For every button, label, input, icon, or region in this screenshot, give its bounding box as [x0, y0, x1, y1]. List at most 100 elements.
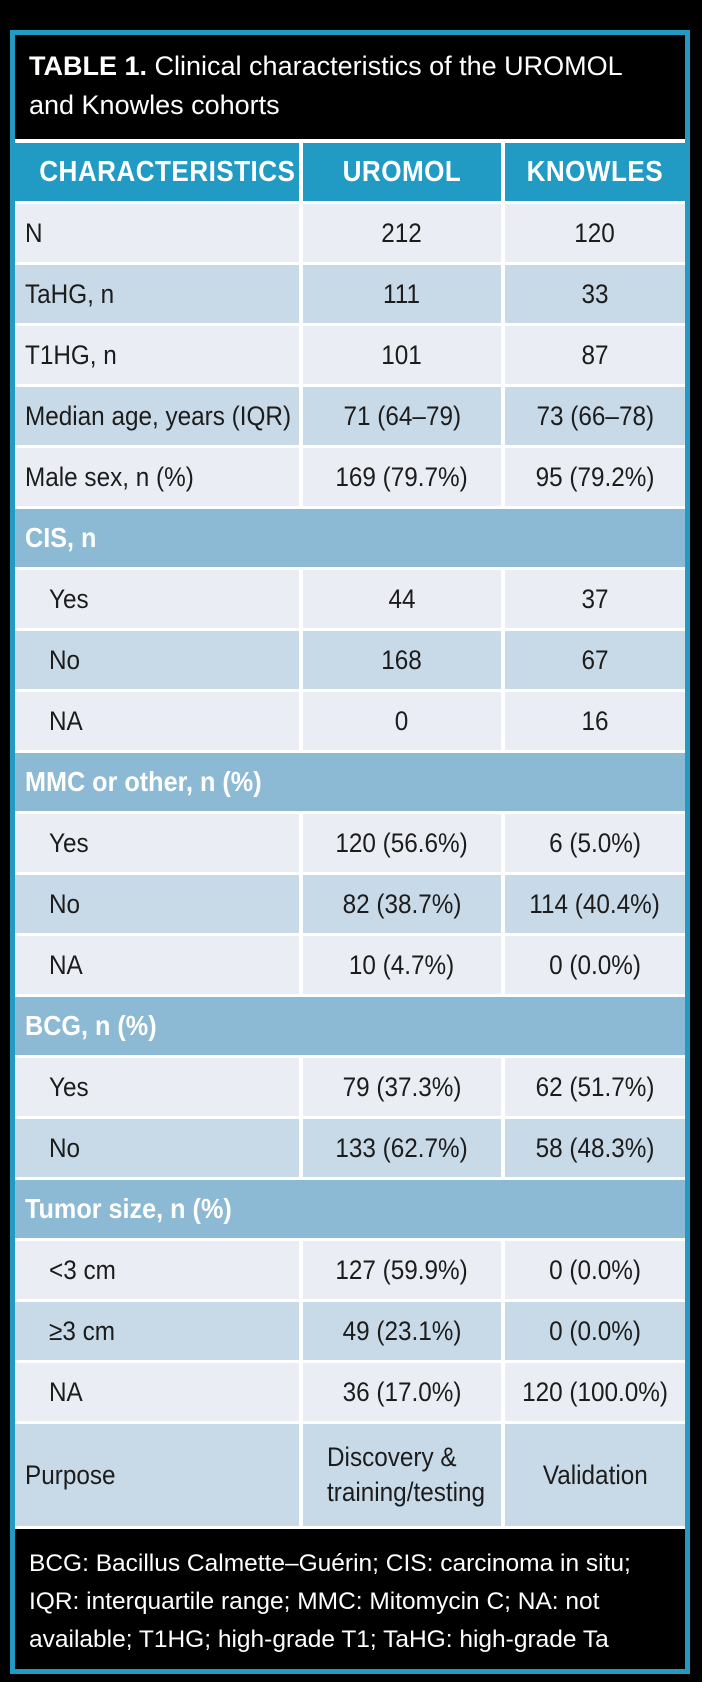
row-label: N: [25, 217, 43, 248]
row-label: <3 cm: [49, 1254, 116, 1285]
row-label: No: [49, 644, 81, 675]
table-frame: TABLE 1. Clinical characteristics of the…: [10, 30, 690, 1674]
table-caption: Clinical characteristics of the UROMOL a…: [29, 51, 622, 121]
section-label: BCG, n (%): [25, 1010, 157, 1042]
knowles-value-cell: 6 (5.0%): [505, 814, 685, 873]
row-label: ≥3 cm: [49, 1315, 115, 1346]
uromol-value-cell: 0: [303, 692, 501, 751]
row-label: Yes: [49, 583, 89, 614]
row-label-cell: Yes: [15, 1058, 299, 1117]
row-label: Yes: [49, 827, 89, 858]
uromol-value: 49 (23.1%): [342, 1315, 462, 1346]
knowles-value-cell: 120: [505, 204, 685, 263]
knowles-value-cell: 16: [505, 692, 685, 751]
table-body: N 212 120 TaHG, n 111 33 T1HG, n 101 87 Median ag…: [15, 201, 685, 1530]
uromol-value: 111: [383, 278, 421, 309]
uromol-value: 120 (56.6%): [335, 827, 469, 858]
row-label-cell: N: [15, 204, 299, 263]
uromol-value: 127 (59.9%): [335, 1254, 469, 1285]
row-label-cell: No: [15, 1119, 299, 1178]
row-label: T1HG, n: [25, 339, 117, 370]
knowles-value: 37: [581, 583, 609, 614]
uromol-value: 36 (17.0%): [342, 1376, 462, 1407]
row-label: NA: [49, 949, 83, 980]
table-row: NA 36 (17.0%) 120 (100.0%): [15, 1363, 685, 1422]
knowles-value-cell: 95 (79.2%): [505, 448, 685, 507]
header-characteristics: CHARACTERISTICS: [15, 143, 299, 202]
knowles-value: 114 (40.4%): [529, 888, 661, 919]
table-row: Yes 79 (37.3%) 62 (51.7%): [15, 1058, 685, 1117]
row-label-cell: Purpose: [15, 1424, 299, 1527]
knowles-value-cell: 73 (66–78): [505, 387, 685, 446]
section-label: CIS, n: [25, 522, 97, 554]
knowles-value-cell: 37: [505, 570, 685, 629]
uromol-value: 71 (64–79): [343, 400, 461, 431]
section-header-row: MMC or other, n (%): [15, 753, 685, 812]
row-label: No: [49, 1132, 81, 1163]
row-label: Yes: [49, 1071, 89, 1102]
knowles-value: 6 (5.0%): [549, 827, 641, 858]
table-footnote: BCG: Bacillus Calmette–Guérin; CIS: carc…: [15, 1529, 685, 1669]
table-row: NA 0 16: [15, 692, 685, 751]
knowles-value: 73 (66–78): [536, 400, 654, 431]
knowles-value-cell: 58 (48.3%): [505, 1119, 685, 1178]
uromol-value-cell: 44: [303, 570, 501, 629]
header-knowles: KNOWLES: [505, 143, 685, 202]
uromol-value: 212: [381, 217, 423, 248]
uromol-value-cell: 101: [303, 326, 501, 385]
row-label: TaHG, n: [25, 278, 115, 309]
uromol-value: 169 (79.7%): [335, 461, 469, 492]
uromol-value: 0: [395, 705, 409, 736]
section-header-row: BCG, n (%): [15, 997, 685, 1056]
row-label-cell: TaHG, n: [15, 265, 299, 324]
row-label-cell: Yes: [15, 570, 299, 629]
uromol-value: 79 (37.3%): [342, 1071, 462, 1102]
uromol-value: 168: [381, 644, 423, 675]
row-label-cell: NA: [15, 936, 299, 995]
uromol-value-cell: 168: [303, 631, 501, 690]
row-label-cell: No: [15, 875, 299, 934]
row-label-cell: <3 cm: [15, 1241, 299, 1300]
row-label-cell: ≥3 cm: [15, 1302, 299, 1361]
uromol-value-cell: 127 (59.9%): [303, 1241, 501, 1300]
table-row: TaHG, n 111 33: [15, 265, 685, 324]
uromol-value-cell: 120 (56.6%): [303, 814, 501, 873]
row-label-cell: Male sex, n (%): [15, 448, 299, 507]
table-row: Median age, years (IQR) 71 (64–79) 73 (66–…: [15, 387, 685, 446]
knowles-value: 33: [581, 278, 609, 309]
table-row: No 133 (62.7%) 58 (48.3%): [15, 1119, 685, 1178]
table-row: N 212 120: [15, 204, 685, 263]
table-header-row: CHARACTERISTICS UROMOL KNOWLES: [15, 139, 685, 202]
uromol-value-cell: 49 (23.1%): [303, 1302, 501, 1361]
uromol-value: 10 (4.7%): [349, 949, 455, 980]
table-row: Male sex, n (%) 169 (79.7%) 95 (79.2%): [15, 448, 685, 507]
uromol-value-cell: 10 (4.7%): [303, 936, 501, 995]
knowles-value: 62 (51.7%): [535, 1071, 655, 1102]
row-label-cell: No: [15, 631, 299, 690]
uromol-value-cell: 82 (38.7%): [303, 875, 501, 934]
section-header-row: CIS, n: [15, 509, 685, 568]
row-label: Male sex, n (%): [25, 461, 194, 492]
row-label: Purpose: [25, 1459, 116, 1490]
row-label: NA: [49, 705, 83, 736]
uromol-value: 82 (38.7%): [342, 888, 462, 919]
uromol-value-cell: 111: [303, 265, 501, 324]
table-row: T1HG, n 101 87: [15, 326, 685, 385]
knowles-value-cell: 0 (0.0%): [505, 1302, 685, 1361]
knowles-value: 87: [581, 339, 609, 370]
knowles-value-cell: 33: [505, 265, 685, 324]
knowles-value: 0 (0.0%): [549, 1315, 641, 1346]
uromol-value-cell: 79 (37.3%): [303, 1058, 501, 1117]
uromol-value-cell: Discovery & training/testing: [303, 1424, 501, 1527]
table-row: NA 10 (4.7%) 0 (0.0%): [15, 936, 685, 995]
table-row: Yes 120 (56.6%) 6 (5.0%): [15, 814, 685, 873]
row-label: Median age, years (IQR): [25, 400, 292, 431]
knowles-value-cell: 120 (100.0%): [505, 1363, 685, 1422]
table-row: ≥3 cm 49 (23.1%) 0 (0.0%): [15, 1302, 685, 1361]
knowles-value-cell: 0 (0.0%): [505, 1241, 685, 1300]
knowles-value: 67: [581, 644, 609, 675]
uromol-value: 44: [388, 583, 416, 614]
row-label-cell: Median age, years (IQR): [15, 387, 299, 446]
table-row: No 168 67: [15, 631, 685, 690]
knowles-value: 120: [574, 217, 616, 248]
